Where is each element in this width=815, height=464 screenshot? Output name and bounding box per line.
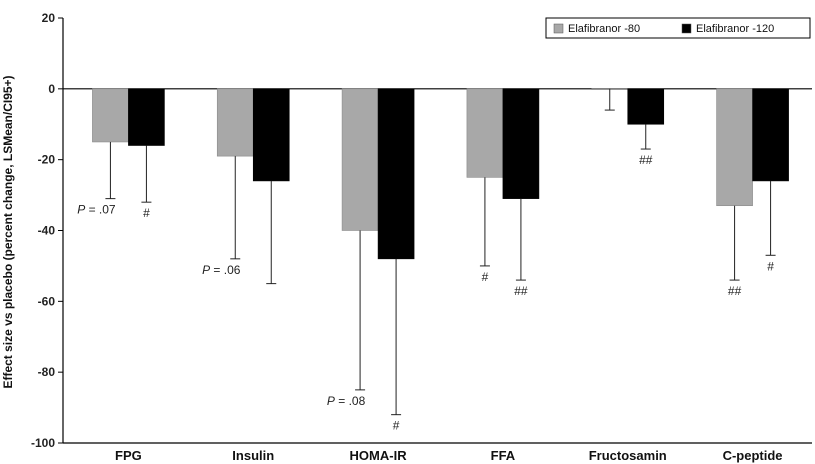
y-tick-label: -80 [38,365,56,379]
x-tick-label: FFA [491,448,516,463]
x-tick-label: Fructosamin [589,448,667,463]
bar [716,88,753,207]
significance-annotation: # [393,419,400,433]
significance-annotation: P = .07 [77,203,116,217]
legend-swatch [553,23,564,34]
legend-swatch [681,23,692,34]
bar [466,88,504,178]
significance-annotation: P = .06 [202,263,241,277]
y-tick-label: -100 [31,436,55,450]
legend-entry: Elafibranor -80 [568,23,640,35]
bar [128,88,165,146]
x-tick-label: FPG [115,448,142,463]
legend: Elafibranor -80 Elafibranor -120 [545,17,811,39]
y-tick-label: 20 [42,11,56,25]
x-tick-label: Insulin [232,448,274,463]
significance-annotation: # [482,270,489,284]
bar [627,88,665,125]
axis-layer: 20 0 -20 -40 -60 -80 -100 [31,11,812,450]
bar [252,88,290,182]
bar-layer [92,88,789,416]
bar [341,88,379,231]
significance-annotation: ## [514,284,528,298]
label-layer: P = .07 # FPG P = .06 Insulin P = .08 # HOMA-IR… [77,153,782,463]
bar [752,88,789,182]
y-tick-label: -60 [38,294,56,308]
legend-box [545,17,811,39]
y-tick-label: 0 [48,82,55,96]
y-tick-label: -20 [38,153,56,167]
significance-annotation: # [143,206,150,220]
significance-annotation: ## [728,284,742,298]
y-tick-label: -40 [38,224,56,238]
legend-entry: Elafibranor -120 [696,23,774,35]
significance-annotation: # [767,259,774,273]
x-tick-label: HOMA-IR [350,448,408,463]
x-tick-label: C-peptide [723,448,783,463]
bar [502,88,540,199]
significance-annotation: P = .08 [327,394,366,408]
bar [377,88,415,260]
y-axis-label: Effect size vs placebo (percent change, … [1,75,15,388]
bar [216,88,254,157]
significance-annotation: ## [639,153,653,167]
bar [92,88,129,143]
